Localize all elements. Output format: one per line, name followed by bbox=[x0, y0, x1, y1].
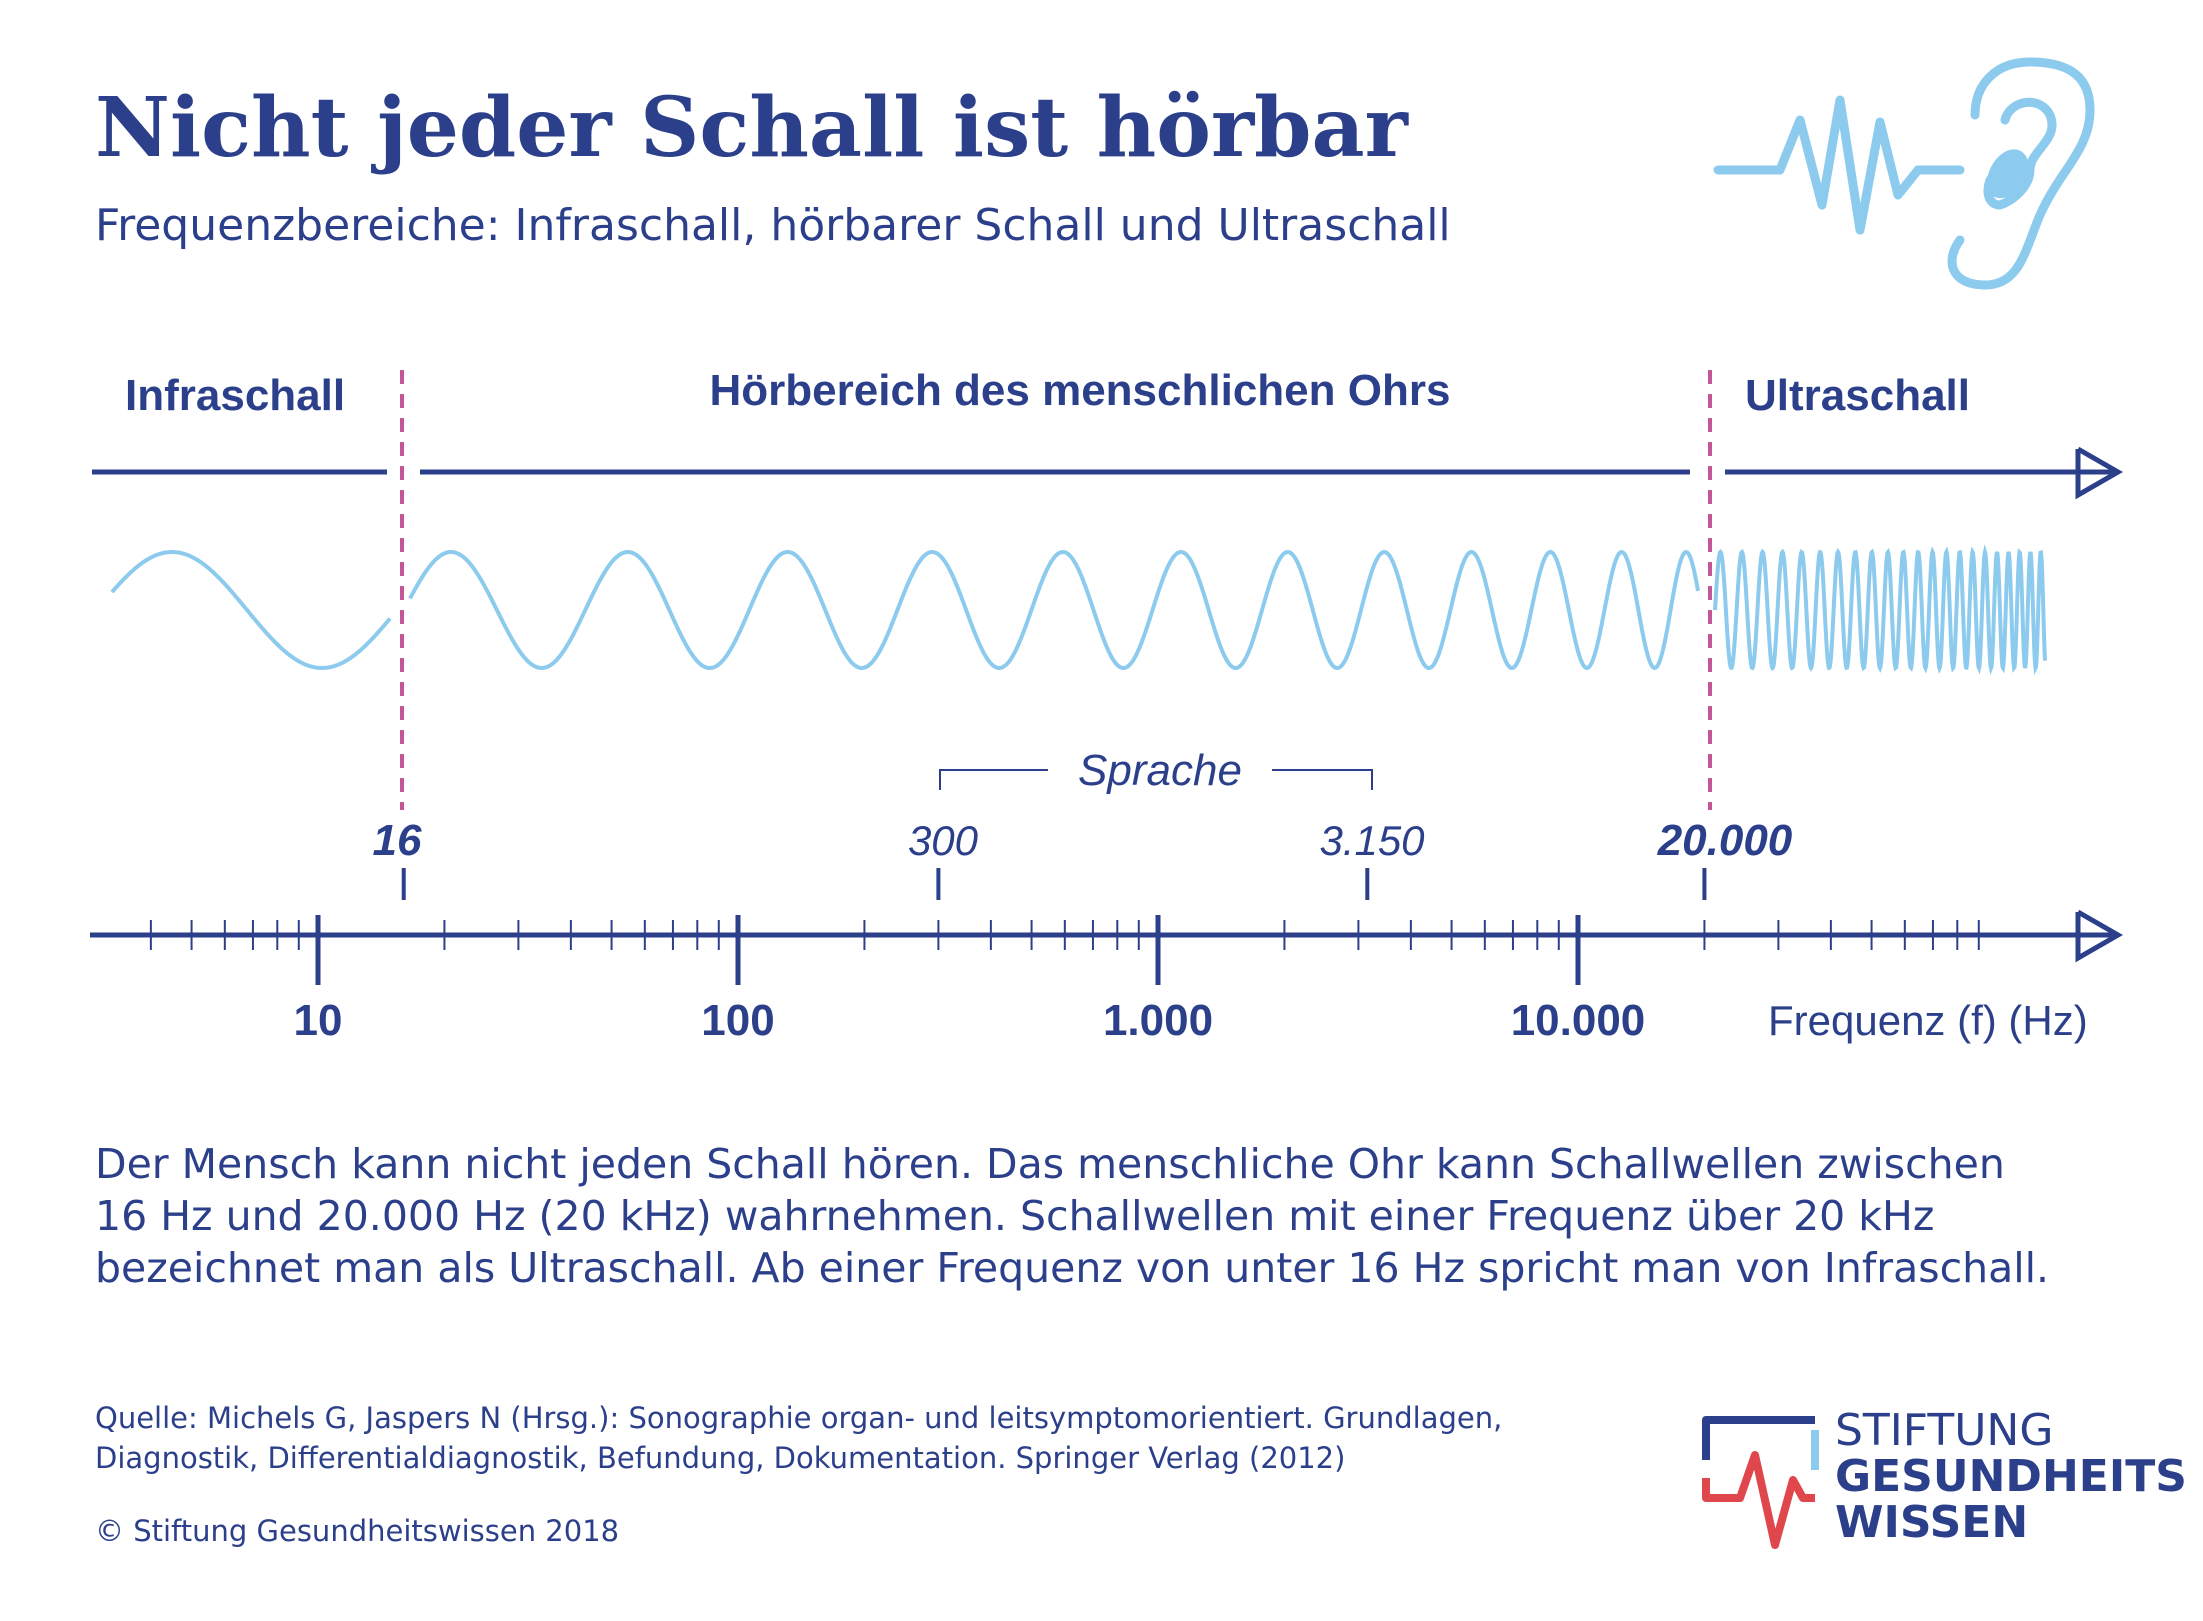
axis-label: Frequenz (f) (Hz) bbox=[1768, 997, 2088, 1044]
source-line: Quelle: Michels G, Jaspers N (Hrsg.): So… bbox=[95, 1401, 1503, 1435]
description-text: Der Mensch kann nicht jeden Schall hören… bbox=[95, 1138, 2145, 1294]
wave-ultra bbox=[1713, 544, 2047, 676]
page-subtitle: Frequenzbereiche: Infraschall, hörbarer … bbox=[95, 200, 1451, 251]
copyright: © Stiftung Gesundheitswissen 2018 bbox=[95, 1514, 620, 1548]
ear-inner-icon bbox=[1986, 149, 2030, 199]
tick-label: 10.000 bbox=[1511, 996, 1646, 1045]
speech-label: Sprache bbox=[1078, 746, 1242, 795]
speech-bracket bbox=[939, 769, 1373, 790]
description-line: 16 Hz und 20.000 Hz (20 kHz) wahrnehmen.… bbox=[95, 1192, 1935, 1240]
range-arrowhead bbox=[2075, 446, 2124, 500]
frequency-axis: 10 100 1.000 10.000 bbox=[90, 868, 2124, 1045]
wave-audible bbox=[408, 549, 1700, 671]
source-line: Diagnostik, Differentialdiagnostik, Befu… bbox=[95, 1441, 1346, 1475]
description-line: Der Mensch kann nicht jeden Schall hören… bbox=[95, 1140, 2005, 1188]
tick-label: 100 bbox=[701, 996, 774, 1045]
ear-soundwave-icon bbox=[1713, 57, 2095, 290]
speech-value-high: 3.150 bbox=[1319, 817, 1425, 864]
source-citation: Quelle: Michels G, Jaspers N (Hrsg.): So… bbox=[95, 1398, 1502, 1478]
range-label-ultra: Ultraschall bbox=[1745, 371, 1970, 420]
wave-infra bbox=[110, 550, 392, 670]
logo-line-1: STIFTUNG bbox=[1835, 1405, 2054, 1456]
range-label-infra: Infraschall bbox=[125, 371, 345, 420]
range-label-audible: Hörbereich des menschlichen Ohrs bbox=[710, 366, 1451, 415]
speech-value-low: 300 bbox=[908, 817, 979, 864]
page-title: Nicht jeder Schall ist hörbar bbox=[95, 80, 1408, 176]
description-line: bezeichnet man als Ultraschall. Ab einer… bbox=[95, 1244, 2050, 1292]
tick-label: 10 bbox=[294, 996, 343, 1045]
logo-wordmark: STIFTUNG GESUNDHEITS WISSEN bbox=[1835, 1408, 2187, 1546]
axis-arrowhead bbox=[2075, 909, 2124, 963]
boundary-value-high: 20.000 bbox=[1657, 816, 1793, 865]
logo-line-2: GESUNDHEITS bbox=[1835, 1451, 2187, 1502]
logo-line-3: WISSEN bbox=[1835, 1497, 2029, 1548]
tick-label: 1.000 bbox=[1103, 996, 1213, 1045]
heartbeat-logo-icon bbox=[1702, 1416, 1819, 1549]
boundary-value-low: 16 bbox=[373, 816, 422, 865]
